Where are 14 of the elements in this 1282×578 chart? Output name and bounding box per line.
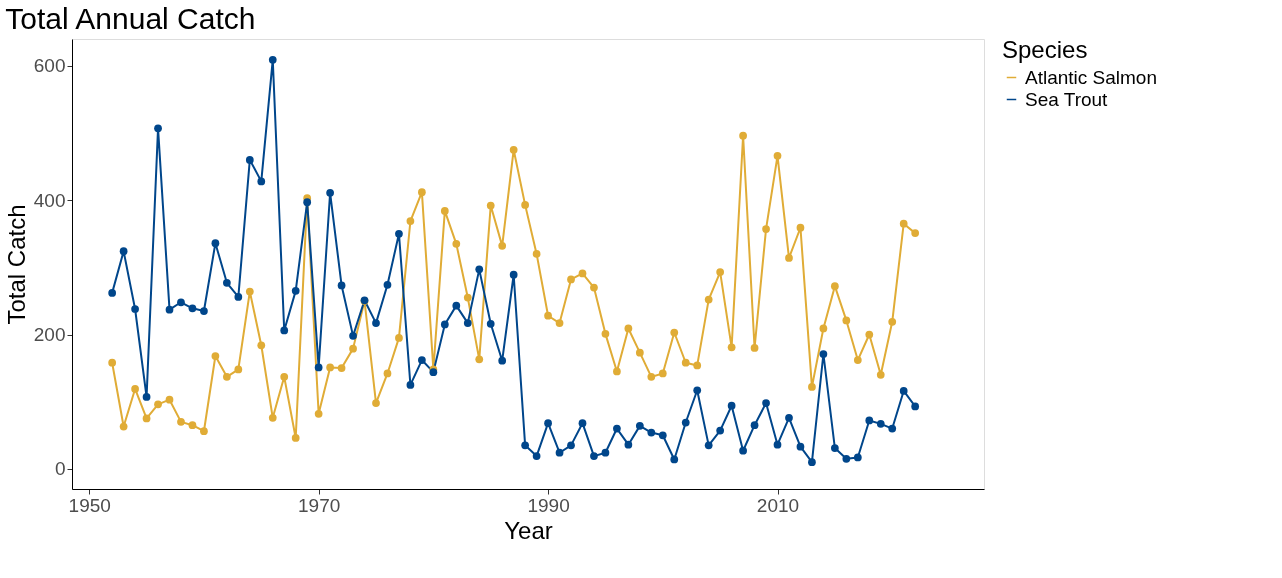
x-tick-label: 1970 [298, 494, 341, 516]
y-tick-label: 0 [54, 458, 66, 480]
legend-title: Species [1002, 36, 1088, 63]
legend-label: Sea Trout [1025, 88, 1109, 110]
y-tick-label: 600 [33, 55, 66, 77]
y-tick-label: 200 [33, 324, 66, 346]
legend-label: Atlantic Salmon [1025, 66, 1158, 88]
x-tick-label: 1950 [68, 494, 111, 516]
x-tick-label: 2010 [756, 494, 800, 516]
chart-title: Total Annual Catch [5, 2, 256, 35]
x-axis-title: Year [504, 516, 553, 544]
x-tick-label: 1990 [527, 494, 570, 516]
y-tick-label: 400 [33, 189, 66, 211]
y-axis-title: Total Catch [2, 204, 30, 325]
